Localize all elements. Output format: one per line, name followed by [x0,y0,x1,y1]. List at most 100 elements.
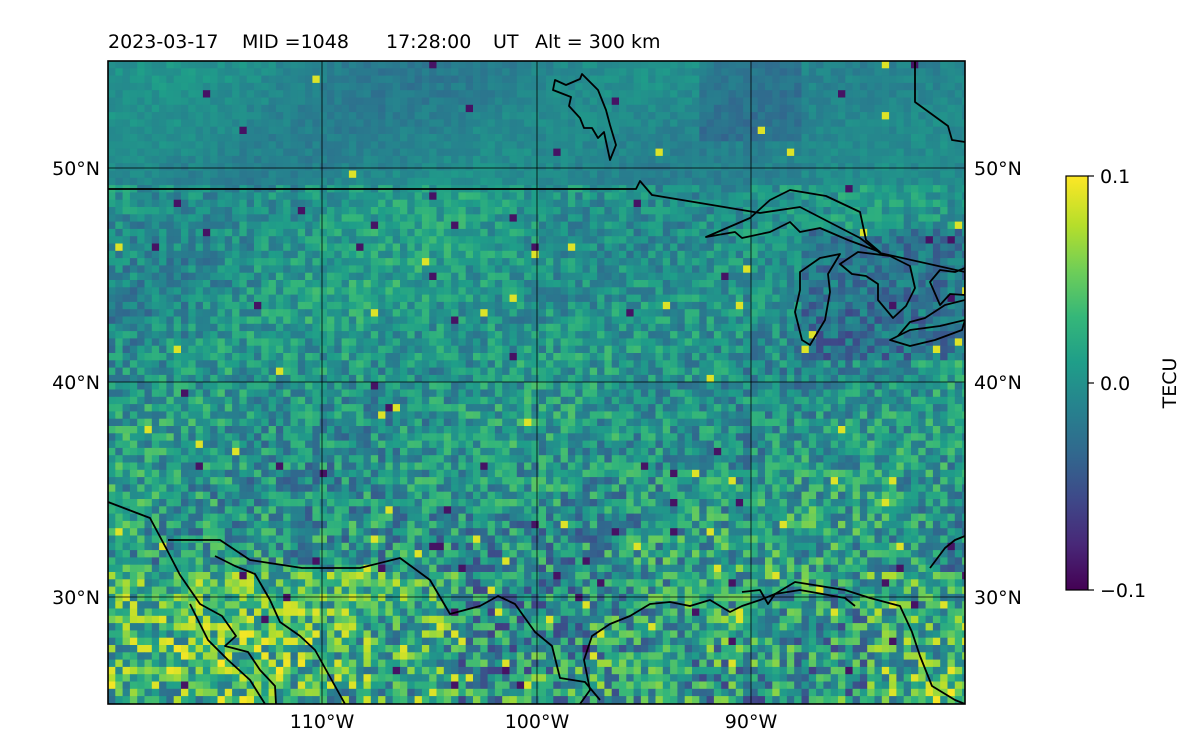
tec-pixel [786,236,795,244]
tec-pixel [619,316,627,325]
tec-pixel [283,61,291,69]
tec-pixel [619,104,627,113]
tec-pixel [735,331,744,339]
tec-pixel [173,221,182,230]
tec-pixel [407,61,415,69]
tec-pixel [407,207,415,215]
tec-pixel [312,214,321,222]
tec-pixel [210,104,218,113]
tec-pixel [188,316,196,325]
tec-pixel [786,177,795,186]
tec-pixel [684,119,693,128]
tec-pixel [911,155,919,164]
tec-pixel [524,250,532,259]
tec-pixel [224,309,233,317]
tec-pixel [480,155,488,164]
tec-pixel [677,61,686,69]
tec-pixel [232,316,240,325]
tec-pixel [677,90,686,98]
tec-pixel [115,148,123,157]
tec-pixel [494,280,503,288]
tec-pixel [750,338,759,347]
tec-pixel [166,301,175,310]
tec-pixel [451,141,459,149]
tec-pixel [604,155,613,164]
tec-pixel [516,68,525,76]
tec-pixel [655,331,664,339]
tec-pixel [327,250,335,259]
tec-pixel [567,236,576,244]
tec-pixel [706,228,715,237]
tec-pixel [925,170,934,179]
tec-pixel [794,360,802,368]
tec-pixel [261,294,269,303]
tec-pixel [830,323,839,332]
tec-pixel [181,236,189,244]
tec-pixel [765,214,773,222]
tec-pixel [151,250,160,259]
tec-pixel [137,294,145,303]
tec-pixel [808,323,817,332]
tec-pixel [443,148,452,157]
tec-pixel [385,207,394,215]
tec-pixel [619,112,627,120]
tec-pixel [129,316,138,325]
tec-pixel [903,119,912,128]
tec-pixel [918,331,926,339]
tec-pixel [363,367,372,376]
tec-pixel [728,61,737,69]
tec-pixel [932,126,941,135]
tec-pixel [297,353,306,361]
tec-pixel [648,192,656,201]
tec-pixel [385,148,394,157]
tec-pixel [567,207,576,215]
tec-pixel [779,148,788,157]
tec-pixel [246,221,255,230]
tec-pixel [473,243,481,252]
tec-pixel [721,228,729,237]
tec-pixel [341,331,350,339]
tec-pixel [473,280,481,288]
tec-pixel [319,338,328,347]
tec-pixel [786,61,795,69]
tec-pixel [297,323,306,332]
tec-pixel [794,309,802,317]
tec-pixel [275,199,284,208]
tec-pixel [502,112,510,120]
tec-pixel [516,360,525,368]
tec-pixel [940,309,948,317]
tec-pixel [356,214,364,222]
tec-pixel [604,331,613,339]
tec-pixel [867,134,875,142]
tec-pixel [407,97,415,106]
tec-pixel [341,104,350,113]
tec-pixel [239,199,248,208]
tec-pixel [932,228,941,237]
tec-pixel [283,207,291,215]
tec-pixel [385,323,394,332]
tec-pixel [925,61,934,69]
tec-pixel [743,294,751,303]
tec-pixel [859,126,868,135]
tec-pixel [524,345,532,354]
tec-pixel [151,265,160,274]
tec-pixel [626,97,634,106]
tec-pixel [706,192,715,201]
tec-pixel [195,61,204,69]
tec-pixel [808,250,817,259]
tec-pixel [378,177,386,186]
tec-pixel [575,243,583,252]
tec-pixel [283,90,291,98]
tec-pixel [144,265,153,274]
tec-pixel [509,104,518,113]
tec-pixel [509,345,518,354]
tec-pixel [246,126,255,135]
tec-pixel [918,112,926,120]
tec-pixel [356,97,364,106]
tec-pixel [480,331,488,339]
tec-pixel [421,331,430,339]
tec-pixel [823,228,832,237]
tec-pixel [348,345,357,354]
tec-pixel [699,345,707,354]
tec-pixel [874,61,883,69]
